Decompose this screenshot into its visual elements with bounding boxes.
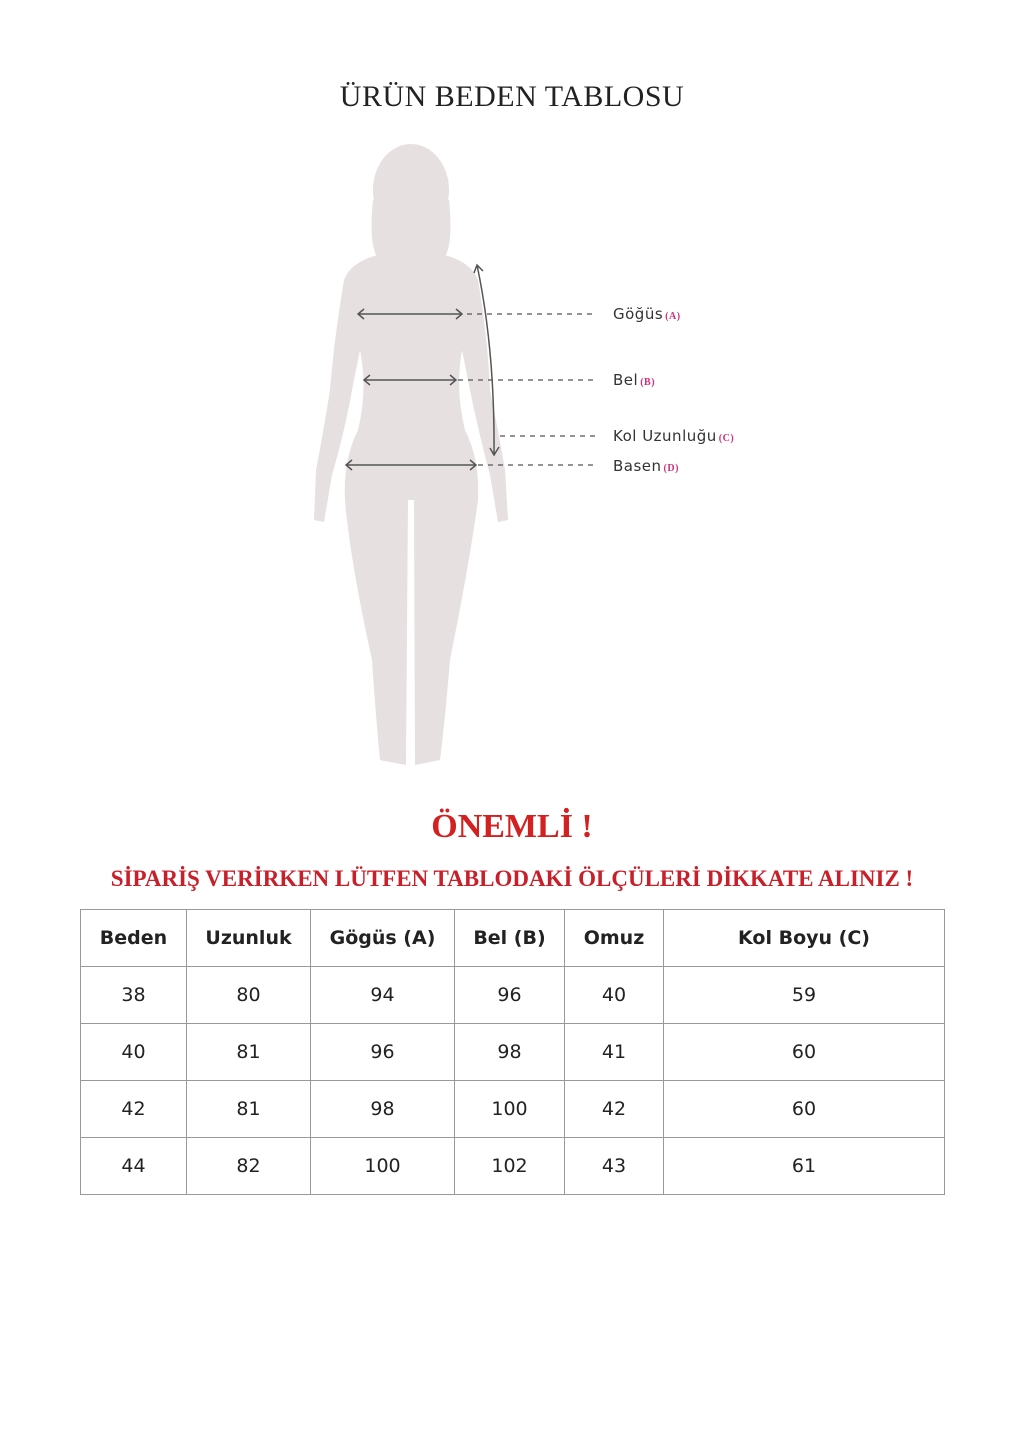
table-cell: 100 xyxy=(310,1137,455,1195)
table-cell: 61 xyxy=(663,1137,945,1195)
body-silhouette xyxy=(314,144,508,765)
table-cell: 60 xyxy=(663,1080,945,1138)
table-header-row: Beden Uzunluk Gögüs (A) Bel (B) Omuz Kol… xyxy=(80,909,945,967)
size-table: Beden Uzunluk Gögüs (A) Bel (B) Omuz Kol… xyxy=(80,909,945,1195)
table-cell: 43 xyxy=(564,1137,664,1195)
table-row: 40 81 96 98 41 60 xyxy=(80,1023,945,1081)
body-silhouette-figure xyxy=(314,144,598,765)
table-cell: 44 xyxy=(80,1137,187,1195)
table-cell: 96 xyxy=(454,966,565,1024)
table-cell: 98 xyxy=(454,1023,565,1081)
table-row: 42 81 98 100 42 60 xyxy=(80,1080,945,1138)
header-kol-boyu: Kol Boyu (C) xyxy=(663,909,945,967)
table-cell: 100 xyxy=(454,1080,565,1138)
header-beden: Beden xyxy=(80,909,187,967)
table-cell: 41 xyxy=(564,1023,664,1081)
table-cell: 59 xyxy=(663,966,945,1024)
table-row: 38 80 94 96 40 59 xyxy=(80,966,945,1024)
label-bel: Bel (B) xyxy=(613,371,655,389)
table-cell: 40 xyxy=(80,1023,187,1081)
important-heading: ÖNEMLİ ! xyxy=(431,808,593,845)
measurement-arrows xyxy=(344,263,500,471)
label-code: (D) xyxy=(663,463,679,474)
label-kol-uzunlugu: Kol Uzunluğu (C) xyxy=(613,427,734,445)
warning-text: SİPARİŞ VERİRKEN LÜTFEN TABLODAKİ ÖLÇÜLE… xyxy=(110,866,914,891)
label-code: (A) xyxy=(665,311,681,322)
table-cell: 98 xyxy=(310,1080,455,1138)
label-name: Bel xyxy=(613,371,639,389)
label-basen: Basen (D) xyxy=(613,457,679,475)
table-cell: 94 xyxy=(310,966,455,1024)
header-bel: Bel (B) xyxy=(454,909,565,967)
table-cell: 96 xyxy=(310,1023,455,1081)
header-omuz: Omuz xyxy=(564,909,664,967)
header-gogus: Gögüs (A) xyxy=(310,909,455,967)
label-gogus: Göğüs (A) xyxy=(613,305,681,323)
label-name: Kol Uzunluğu xyxy=(613,427,717,445)
table-cell: 42 xyxy=(80,1080,187,1138)
label-code: (B) xyxy=(640,377,656,388)
table-row: 44 82 100 102 43 61 xyxy=(80,1137,945,1195)
table-cell: 82 xyxy=(186,1137,311,1195)
table-cell: 40 xyxy=(564,966,664,1024)
table-cell: 80 xyxy=(186,966,311,1024)
table-cell: 81 xyxy=(186,1023,311,1081)
table-cell: 102 xyxy=(454,1137,565,1195)
table-cell: 60 xyxy=(663,1023,945,1081)
table-cell: 81 xyxy=(186,1080,311,1138)
label-code: (C) xyxy=(718,433,735,444)
header-uzunluk: Uzunluk xyxy=(186,909,311,967)
table-cell: 38 xyxy=(80,966,187,1024)
table-cell: 42 xyxy=(564,1080,664,1138)
label-name: Göğüs xyxy=(613,305,664,323)
dashed-leaders xyxy=(458,313,598,466)
label-name: Basen xyxy=(613,457,662,475)
page-title: ÜRÜN BEDEN TABLOSU xyxy=(339,80,685,113)
